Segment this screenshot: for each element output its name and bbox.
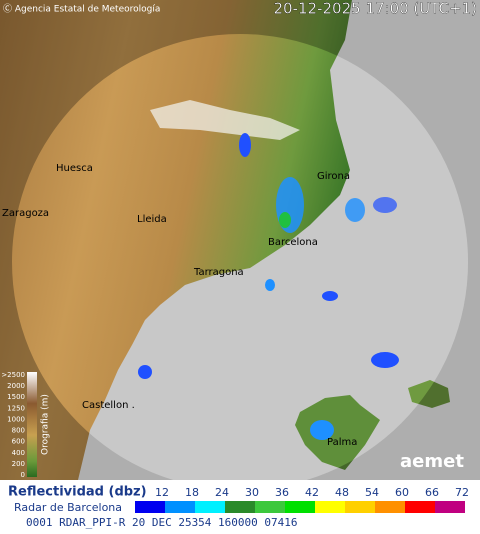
scale-label: 54 xyxy=(365,486,379,499)
map: Ⓒ Agencia Estatal de Meteorología 20-12-… xyxy=(0,0,480,490)
place-label: Palma xyxy=(327,437,357,448)
scale-swatch xyxy=(375,501,405,513)
echo xyxy=(373,197,397,213)
place-label: Huesca xyxy=(56,163,93,174)
scale-swatch xyxy=(285,501,315,513)
orography-label: 400 xyxy=(12,449,25,457)
scale-label: 72 xyxy=(455,486,469,499)
echoes xyxy=(138,133,399,440)
radar-name: Radar de Barcelona xyxy=(14,501,122,514)
echo xyxy=(310,420,334,440)
scale-swatch xyxy=(195,501,225,513)
echo xyxy=(239,133,251,157)
orography-bar xyxy=(27,372,37,477)
echo xyxy=(138,365,152,379)
place-label: Castellon . xyxy=(82,400,135,411)
brand: aemet xyxy=(400,451,464,472)
scale-label: 60 xyxy=(395,486,409,499)
menorca xyxy=(408,380,450,408)
place-label: Girona xyxy=(317,171,350,182)
echo xyxy=(279,212,291,228)
echo xyxy=(345,198,365,222)
scale-swatch xyxy=(405,501,435,513)
echo xyxy=(371,352,399,368)
scale-label: 18 xyxy=(185,486,199,499)
pyrenees xyxy=(150,100,300,140)
scale-label: 30 xyxy=(245,486,259,499)
scale-label: 12 xyxy=(155,486,169,499)
legend-title: Reflectividad (dbz) xyxy=(8,485,147,500)
orography-label: 600 xyxy=(12,438,25,446)
orography-label: 2000 xyxy=(7,382,25,390)
orography-label: 1000 xyxy=(7,415,25,423)
echo xyxy=(322,291,338,301)
scale-label: 24 xyxy=(215,486,229,499)
orography-label: 0 xyxy=(21,471,25,479)
orography-label: >2500 xyxy=(1,371,25,379)
orography-label: 1500 xyxy=(7,393,25,401)
outside-range-shade xyxy=(0,0,480,490)
footer: 0001 RDAR_PPI-R 20 DEC 25354 160000 0741… xyxy=(26,516,298,529)
scale-label: 36 xyxy=(275,486,289,499)
echo xyxy=(265,279,275,291)
scale-swatch xyxy=(315,501,345,513)
scale-label: 48 xyxy=(335,486,349,499)
scale-swatch xyxy=(255,501,285,513)
scale-swatch xyxy=(165,501,195,513)
place-label: Zaragoza xyxy=(2,208,49,219)
orography-label: 200 xyxy=(12,460,25,468)
mallorca xyxy=(295,395,380,470)
scale-label: 42 xyxy=(305,486,319,499)
scale-swatch xyxy=(345,501,375,513)
footer-band xyxy=(0,515,480,530)
scale-swatch xyxy=(225,501,255,513)
timestamp: 20-12-2025 17:00 (UTC+1) xyxy=(274,0,478,18)
scale-label: 66 xyxy=(425,486,439,499)
credit: Ⓒ Agencia Estatal de Meteorología xyxy=(3,4,160,15)
orography-label: 800 xyxy=(12,427,25,435)
orography-title: Orografia (m) xyxy=(41,394,51,455)
scale-swatch xyxy=(435,501,465,513)
places: Huesca Girona Lleida Zaragoza Barcelona … xyxy=(2,163,357,448)
orography-label: 1250 xyxy=(7,404,25,412)
place-label: Barcelona xyxy=(268,237,318,248)
place-label: Lleida xyxy=(137,214,167,225)
place-label: Tarragona xyxy=(193,267,244,278)
scale-swatch xyxy=(135,501,165,513)
reflectivity-scale: 12 18 24 30 36 42 48 54 60 66 72 xyxy=(135,486,469,513)
